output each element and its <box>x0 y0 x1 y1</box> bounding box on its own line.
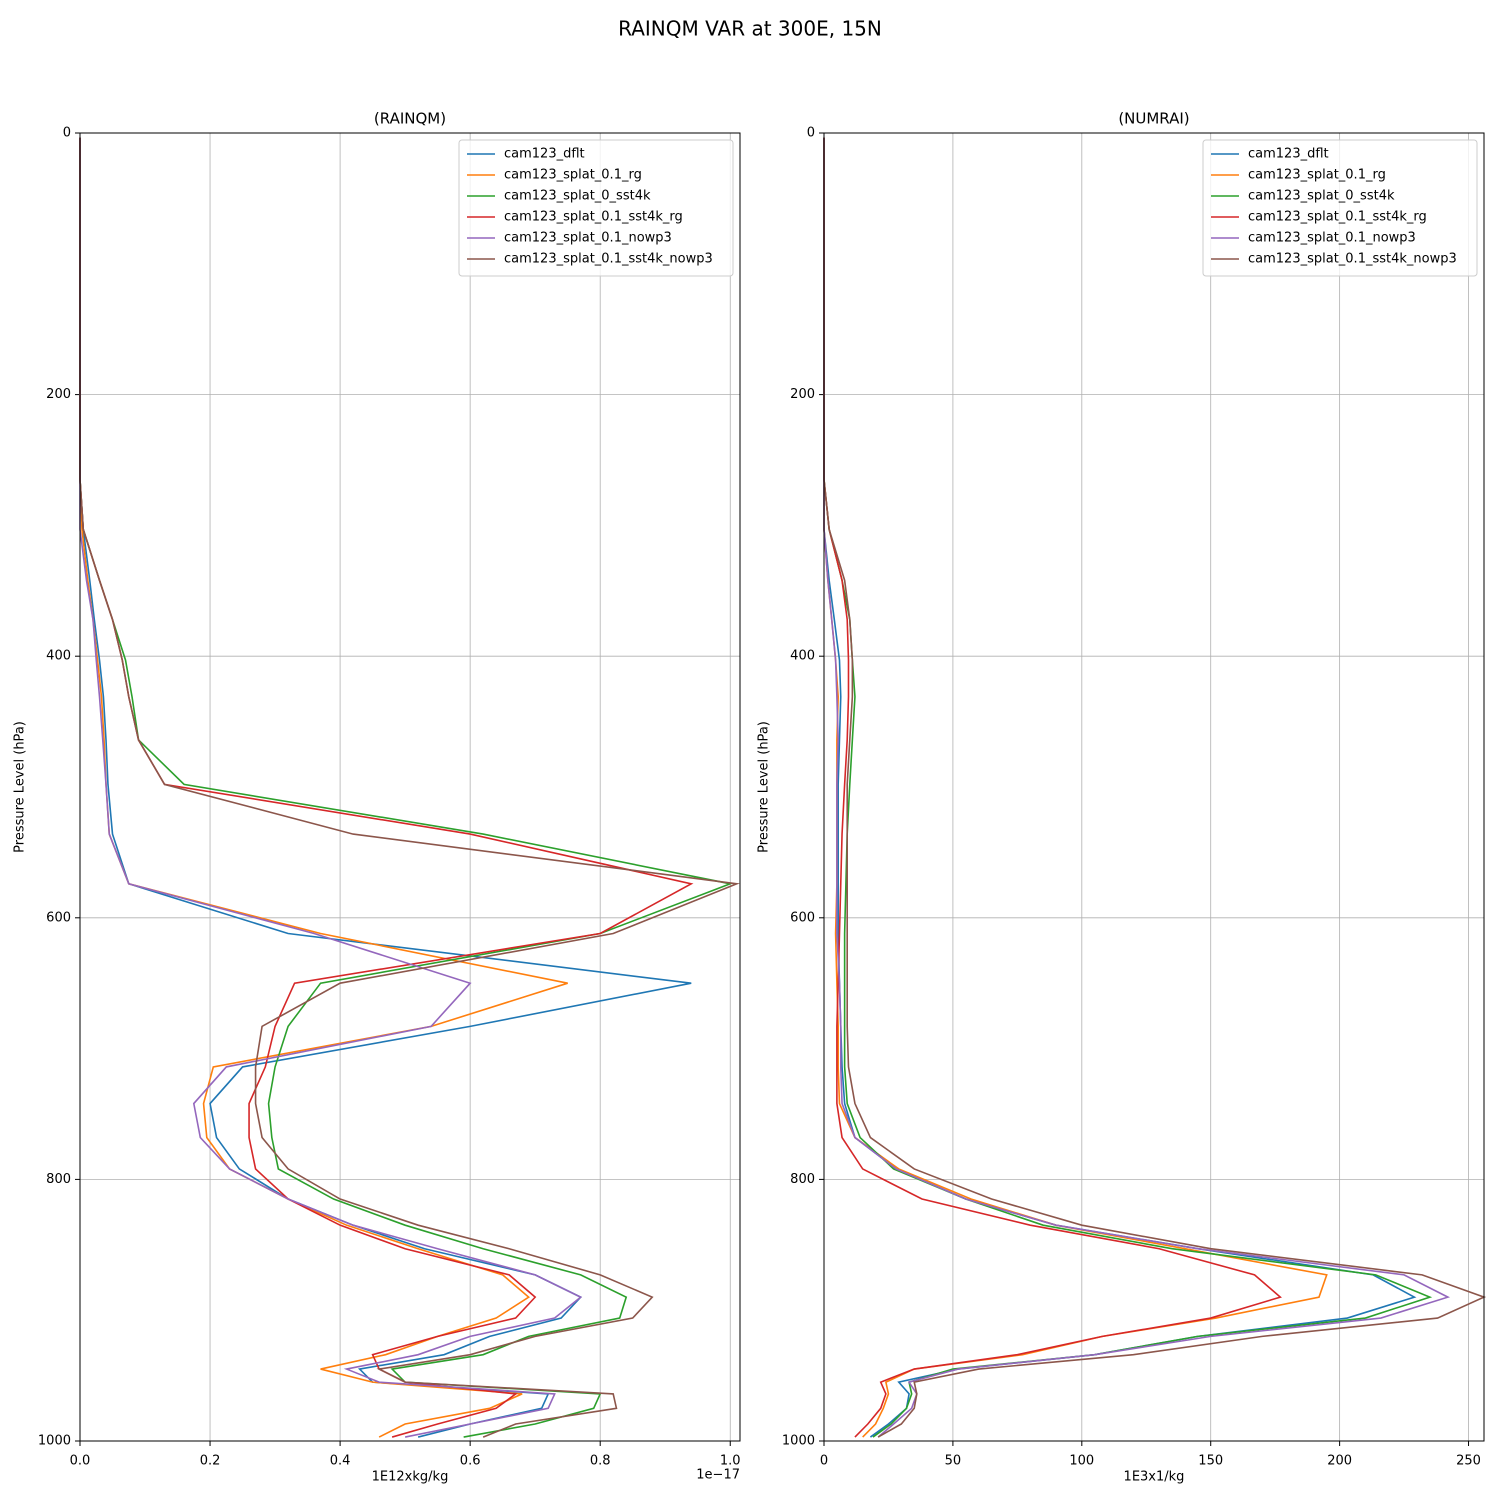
y-tick-label: 600 <box>790 910 815 925</box>
series-line <box>79 137 568 1438</box>
axis-title: (RAINQM) <box>374 110 446 128</box>
x-axis-label: 1E12xkg/kg <box>372 1470 449 1485</box>
y-tick-label: 200 <box>790 387 815 402</box>
series-line <box>823 137 1282 1438</box>
legend-label: cam123_splat_0.1_sst4k_rg <box>504 210 683 225</box>
series-line <box>823 137 1487 1438</box>
x-tick-label: 100 <box>1069 1454 1094 1469</box>
legend-label: cam123_splat_0.1_nowp3 <box>504 231 672 246</box>
plot-area <box>824 133 1484 1441</box>
plot-frame <box>79 132 741 1442</box>
legend-label: cam123_splat_0_sst4k <box>1248 189 1395 204</box>
y-axis-label: Pressure Level (hPa) <box>757 721 772 853</box>
x-tick-label: 0.4 <box>330 1454 351 1469</box>
series-line <box>79 137 583 1438</box>
legend-box <box>1202 139 1478 277</box>
x-tick-label: 0 <box>820 1454 828 1469</box>
series-line <box>79 137 692 1438</box>
x-tick-label: 50 <box>945 1454 962 1469</box>
x-tick-label: 200 <box>1327 1454 1352 1469</box>
series-line <box>823 137 1451 1438</box>
legend-label: cam123_splat_0_sst4k <box>504 189 651 204</box>
legend-label: cam123_dflt <box>504 147 585 162</box>
figure-title: RAINQM VAR at 300E, 15N <box>618 17 882 41</box>
x-tick-label: 0.8 <box>590 1454 611 1469</box>
x-tick-label: 250 <box>1456 1454 1481 1469</box>
x-tick-label: 1.0 <box>720 1454 741 1469</box>
y-tick-label: 1000 <box>782 1434 815 1449</box>
y-tick-label: 800 <box>790 1172 815 1187</box>
legend-box <box>458 139 734 277</box>
legend-label: cam123_splat_0.1_rg <box>504 168 642 183</box>
series-line <box>79 137 740 1438</box>
y-tick-label: 200 <box>46 387 71 402</box>
x-tick-label: 0.6 <box>460 1454 481 1469</box>
legend-label: cam123_splat_0.1_nowp3 <box>1248 231 1416 246</box>
y-tick-label: 400 <box>46 649 71 664</box>
y-axis-label: Pressure Level (hPa) <box>13 721 28 853</box>
legend-label: cam123_splat_0.1_sst4k_rg <box>1248 210 1427 225</box>
series-line <box>79 137 734 1438</box>
axis-title: (NUMRAI) <box>1118 110 1189 128</box>
legend-label: cam123_splat_0.1_sst4k_nowp3 <box>504 252 713 267</box>
x-tick-label: 0.0 <box>70 1454 91 1469</box>
y-tick-label: 800 <box>46 1172 71 1187</box>
legend-label: cam123_splat_0.1_rg <box>1248 168 1386 183</box>
y-tick-label: 600 <box>46 910 71 925</box>
legend-label: cam123_dflt <box>1248 147 1329 162</box>
x-tick-label: 150 <box>1198 1454 1223 1469</box>
plot-frame <box>823 132 1485 1442</box>
y-tick-label: 1000 <box>38 1434 71 1449</box>
legend-label: cam123_splat_0.1_sst4k_nowp3 <box>1248 252 1457 267</box>
y-tick-label: 0 <box>807 126 815 141</box>
x-axis-label: 1E3x1/kg <box>1124 1470 1185 1485</box>
y-tick-label: 400 <box>790 649 815 664</box>
x-offset-label: 1e−17 <box>696 1468 740 1483</box>
x-tick-label: 0.2 <box>200 1454 221 1469</box>
y-tick-label: 0 <box>63 126 71 141</box>
